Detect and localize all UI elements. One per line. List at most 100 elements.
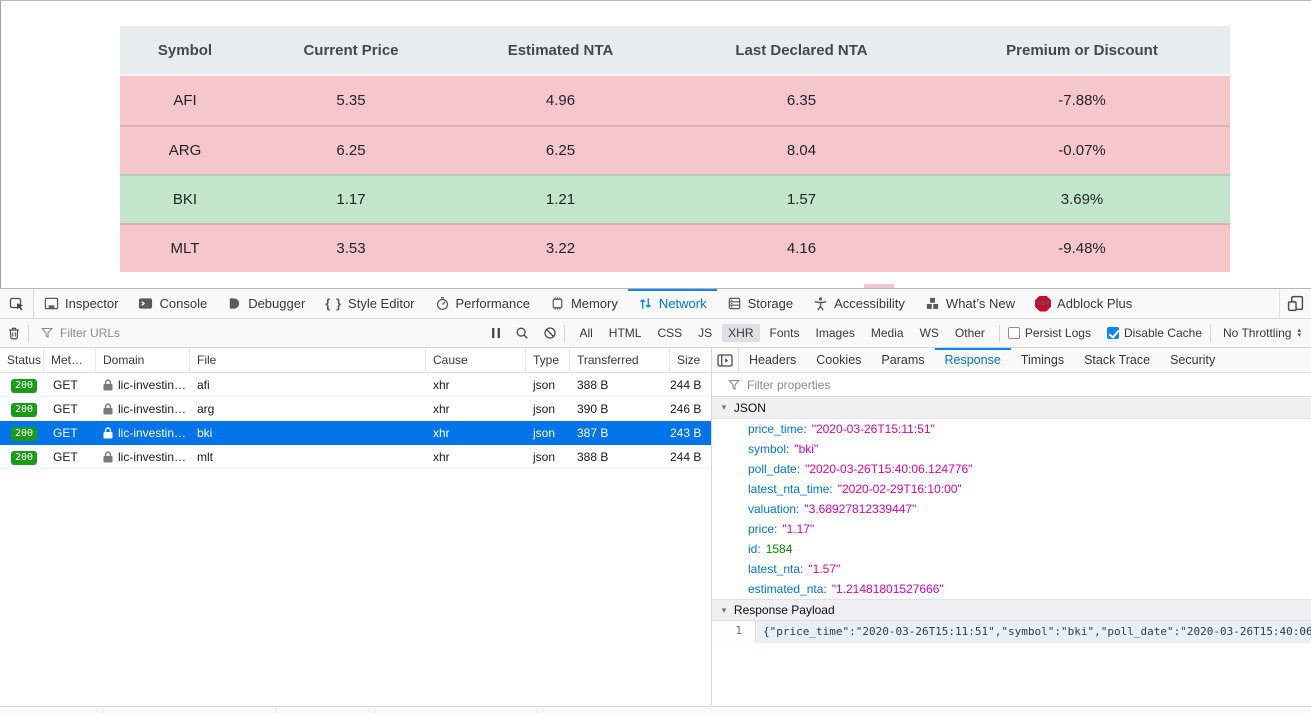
json-section-header[interactable]: ▼ JSON [712, 397, 1311, 419]
column-header-estimated-nta: Estimated NTA [507, 41, 614, 59]
json-property-symbol: symbol: "bki" [748, 442, 819, 456]
disable-cache-checkbox[interactable]: Disable Cache [1099, 319, 1210, 347]
cell-estimated-nta: 4.96 [545, 92, 576, 109]
type-filter-ws[interactable]: WS [914, 324, 945, 342]
clear-requests-button[interactable] [0, 319, 28, 347]
tab-label: Network [658, 296, 707, 311]
type-filter-html[interactable]: HTML [603, 324, 648, 342]
type-filter-fonts[interactable]: Fonts [764, 324, 806, 342]
performance-icon [435, 296, 450, 311]
request-type: json [533, 377, 556, 392]
column-domain[interactable]: Domain [96, 348, 190, 372]
type-filter-images[interactable]: Images [810, 324, 861, 342]
filter-urls-input[interactable] [60, 326, 485, 340]
tab-performance[interactable]: Performance [425, 289, 540, 318]
tab-storage[interactable]: Storage [717, 289, 804, 318]
detail-tab-params[interactable]: Params [881, 353, 925, 367]
request-row-bki-selected[interactable]: 200 GET lic-investin… bki xhr json 387 B… [0, 421, 711, 445]
type-filter-media[interactable]: Media [865, 324, 910, 342]
type-filter-all[interactable]: All [573, 324, 598, 342]
response-payload-section-header[interactable]: ▼ Response Payload [712, 599, 1311, 621]
column-file[interactable]: File [190, 348, 426, 372]
detail-tab-headers[interactable]: Headers [749, 353, 797, 367]
tab-console[interactable]: Console [128, 289, 217, 318]
request-row-afi[interactable]: 200 GET lic-investin… afi xhr json 388 B… [0, 373, 711, 397]
tab-inspector[interactable]: Inspector [34, 289, 128, 318]
json-property-poll-date: poll_date: "2020-03-26T15:40:06.124776" [748, 462, 973, 476]
tab-whats-new[interactable]: What’s New [915, 289, 1025, 318]
filter-properties-box[interactable] [712, 373, 1311, 397]
tab-adblock-plus[interactable]: ABP Adblock Plus [1025, 289, 1142, 318]
toolbar-divider [564, 324, 566, 342]
element-picker-button[interactable] [0, 289, 34, 318]
column-header-symbol: Symbol [157, 41, 213, 59]
request-method: GET [53, 449, 78, 464]
cell-current-price: 6.25 [336, 142, 366, 159]
column-type[interactable]: Type [526, 348, 570, 372]
cell-estimated-nta: 6.25 [545, 142, 576, 159]
column-header-current-price: Current Price [303, 41, 399, 59]
tab-network[interactable]: Network [627, 289, 717, 318]
status-badge: 200 [11, 426, 38, 441]
request-row-mlt[interactable]: 200 GET lic-investin… mlt xhr json 388 B… [0, 445, 711, 469]
column-header-premium-discount: Premium or Discount [1006, 41, 1158, 59]
tab-accessibility[interactable]: Accessibility [803, 289, 915, 318]
split-pane-toggle-button[interactable] [712, 348, 739, 372]
cell-premium-discount: -0.07% [1058, 142, 1106, 159]
detail-tab-timings[interactable]: Timings [1020, 353, 1065, 367]
status-badge: 200 [11, 402, 38, 417]
filter-urls-box[interactable] [29, 319, 485, 347]
memory-icon [550, 296, 565, 311]
nta-table: Symbol Current Price Estimated NTA Last … [120, 26, 1230, 272]
cell-symbol: MLT [170, 240, 200, 257]
pane-toggle-icon [717, 353, 733, 368]
column-method[interactable]: Met… [44, 348, 96, 372]
cell-symbol: AFI [173, 92, 197, 109]
network-icon [638, 296, 653, 311]
filter-properties-input[interactable] [747, 377, 1311, 392]
table-row-arg: ARG 6.25 6.25 8.04 -0.07% [120, 125, 1230, 174]
trash-icon [7, 326, 21, 341]
detail-tab-response[interactable]: Response [934, 348, 1012, 372]
type-filter-xhr[interactable]: XHR [722, 324, 760, 342]
column-size[interactable]: Size [677, 353, 701, 367]
persist-logs-checkbox[interactable]: Persist Logs [1000, 319, 1099, 347]
cell-premium-discount: 3.69% [1060, 191, 1104, 208]
detail-tab-stack-trace[interactable]: Stack Trace [1084, 353, 1151, 367]
payload-code-line: 1 {"price_time":"2020-03-26T15:11:51","s… [712, 621, 1311, 643]
request-transferred: 388 B [577, 449, 609, 464]
json-property-valuation: valuation: "3.68927812339447" [748, 502, 917, 516]
request-type: json [533, 449, 556, 464]
block-requests-button[interactable] [536, 319, 564, 347]
tab-label: Inspector [65, 296, 119, 311]
devtools-tabbar: Inspector Console Debugger { } Style Edi… [0, 289, 1311, 319]
detail-tab-cookies[interactable]: Cookies [816, 353, 862, 367]
cell-estimated-nta: 3.22 [545, 240, 576, 257]
column-status[interactable]: Status [0, 348, 44, 372]
detail-tab-security[interactable]: Security [1170, 353, 1216, 367]
filter-funnel-icon [41, 327, 53, 339]
tab-debugger[interactable]: Debugger [217, 289, 315, 318]
lock-icon [103, 402, 113, 415]
request-row-arg[interactable]: 200 GET lic-investin… arg xhr json 390 B… [0, 397, 711, 421]
throttling-dropdown[interactable]: No Throttling ▴ ▾ [1211, 319, 1311, 347]
column-transferred[interactable]: Transferred [570, 348, 670, 372]
tab-style-editor[interactable]: { } Style Editor [315, 289, 424, 318]
search-button[interactable] [508, 319, 536, 347]
type-filter-other[interactable]: Other [949, 324, 991, 342]
request-file: arg [197, 401, 215, 416]
responsive-design-mode-button[interactable] [1279, 289, 1311, 318]
pause-requests-button[interactable] [484, 319, 508, 347]
payload-json-text: {"price_time":"2020-03-26T15:11:51","sym… [756, 621, 1311, 643]
request-domain: lic-investin… [118, 401, 187, 416]
cell-premium-discount: -9.48% [1058, 240, 1106, 257]
cell-premium-discount: -7.88% [1058, 92, 1106, 109]
statusbar-divider [375, 711, 377, 713]
type-filter-js[interactable]: JS [692, 324, 718, 342]
json-section-label: JSON [733, 400, 766, 415]
column-cause[interactable]: Cause [426, 348, 526, 372]
tab-memory[interactable]: Memory [540, 289, 628, 318]
cell-last-declared-nta: 1.57 [786, 191, 817, 208]
type-filter-css[interactable]: CSS [651, 324, 688, 342]
cell-symbol: BKI [172, 191, 198, 208]
